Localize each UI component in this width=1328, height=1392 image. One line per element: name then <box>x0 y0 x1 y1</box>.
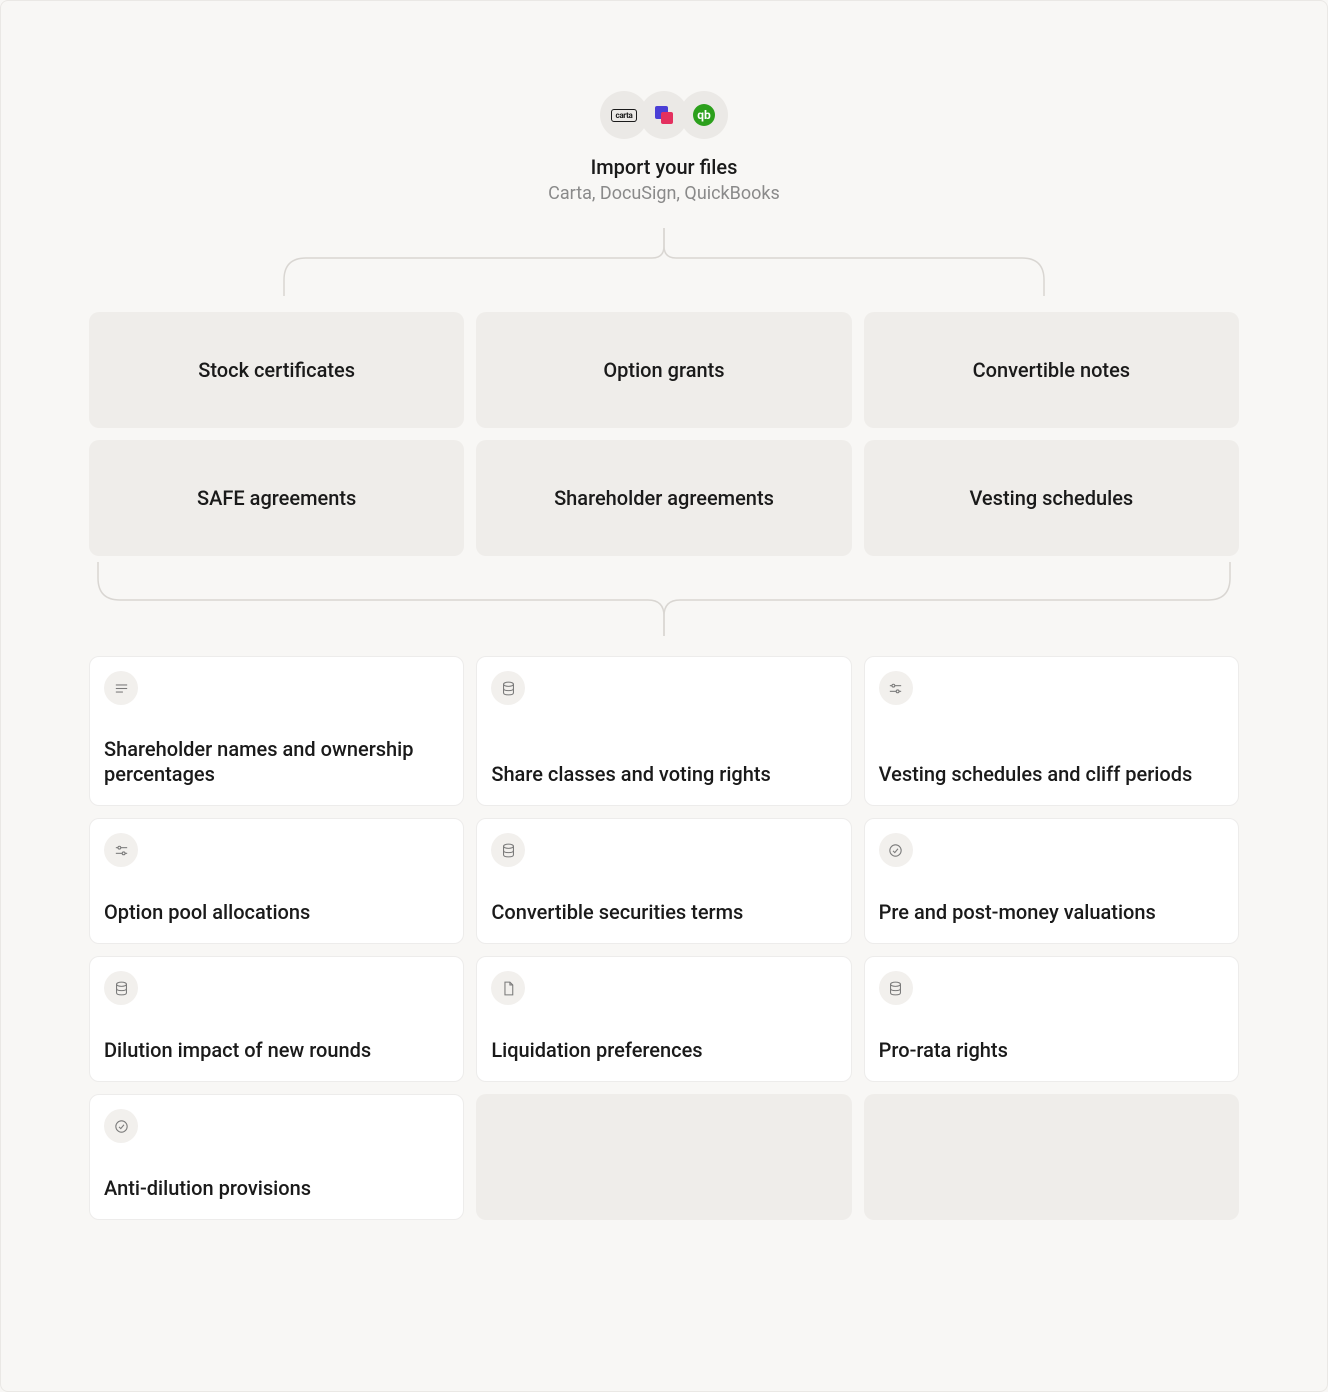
extracted-data-card: Share classes and voting rights <box>476 656 851 806</box>
sliders-icon <box>104 833 138 867</box>
document-type-card: Convertible notes <box>864 312 1239 428</box>
card-label: SAFE agreements <box>197 486 356 510</box>
extracted-data-card: Anti-dilution provisions <box>89 1094 464 1220</box>
document-type-card: Stock certificates <box>89 312 464 428</box>
database-icon <box>491 833 525 867</box>
extracted-data-card: Shareholder names and ownership percenta… <box>89 656 464 806</box>
extracted-data-card: Pro-rata rights <box>864 956 1239 1082</box>
card-label: Pro-rata rights <box>879 1038 1224 1063</box>
file-icon <box>491 971 525 1005</box>
integration-icon-row: carta qb <box>600 91 728 139</box>
empty-placeholder-card <box>476 1094 851 1220</box>
lines-icon <box>104 671 138 705</box>
card-label: Pre and post-money valuations <box>879 900 1224 925</box>
carta-icon: carta <box>611 109 636 122</box>
page-title: Import your files <box>591 155 738 179</box>
extracted-data-card: Liquidation preferences <box>476 956 851 1082</box>
quickbooks-integration-icon: qb <box>680 91 728 139</box>
extracted-data-card: Dilution impact of new rounds <box>89 956 464 1082</box>
flow-connector-top <box>264 228 1064 312</box>
card-label: Vesting schedules and cliff periods <box>879 762 1224 787</box>
quickbooks-icon: qb <box>693 104 715 126</box>
card-label: Convertible securities terms <box>491 900 836 925</box>
card-label: Option pool allocations <box>104 900 449 925</box>
card-label: Share classes and voting rights <box>491 762 836 787</box>
docusign-icon <box>655 106 673 124</box>
extracted-data-card: Convertible securities terms <box>476 818 851 944</box>
card-label: Shareholder agreements <box>554 486 774 510</box>
document-type-card: SAFE agreements <box>89 440 464 556</box>
extracted-data-card: Vesting schedules and cliff periods <box>864 656 1239 806</box>
database-icon <box>104 971 138 1005</box>
import-flow-diagram: carta qb Import your files Carta, DocuSi… <box>89 91 1239 1220</box>
document-types-grid: Stock certificates Option grants Convert… <box>89 312 1239 556</box>
card-label: Stock certificates <box>198 358 355 382</box>
document-type-card: Shareholder agreements <box>476 440 851 556</box>
database-icon <box>879 971 913 1005</box>
card-label: Anti-dilution provisions <box>104 1176 449 1201</box>
document-type-card: Vesting schedules <box>864 440 1239 556</box>
card-label: Liquidation preferences <box>491 1038 836 1063</box>
card-label: Vesting schedules <box>969 486 1133 510</box>
empty-placeholder-card <box>864 1094 1239 1220</box>
database-icon <box>491 671 525 705</box>
page-subtitle: Carta, DocuSign, QuickBooks <box>548 183 780 204</box>
extracted-data-card: Option pool allocations <box>89 818 464 944</box>
check-circle-icon <box>104 1109 138 1143</box>
flow-connector-bottom <box>88 556 1240 656</box>
extracted-data-grid: Shareholder names and ownership percenta… <box>89 656 1239 1220</box>
card-label: Convertible notes <box>973 358 1131 382</box>
sliders-icon <box>879 671 913 705</box>
card-label: Option grants <box>603 358 724 382</box>
card-label: Shareholder names and ownership percenta… <box>104 737 449 787</box>
document-type-card: Option grants <box>476 312 851 428</box>
check-circle-icon <box>879 833 913 867</box>
card-label: Dilution impact of new rounds <box>104 1038 449 1063</box>
extracted-data-card: Pre and post-money valuations <box>864 818 1239 944</box>
